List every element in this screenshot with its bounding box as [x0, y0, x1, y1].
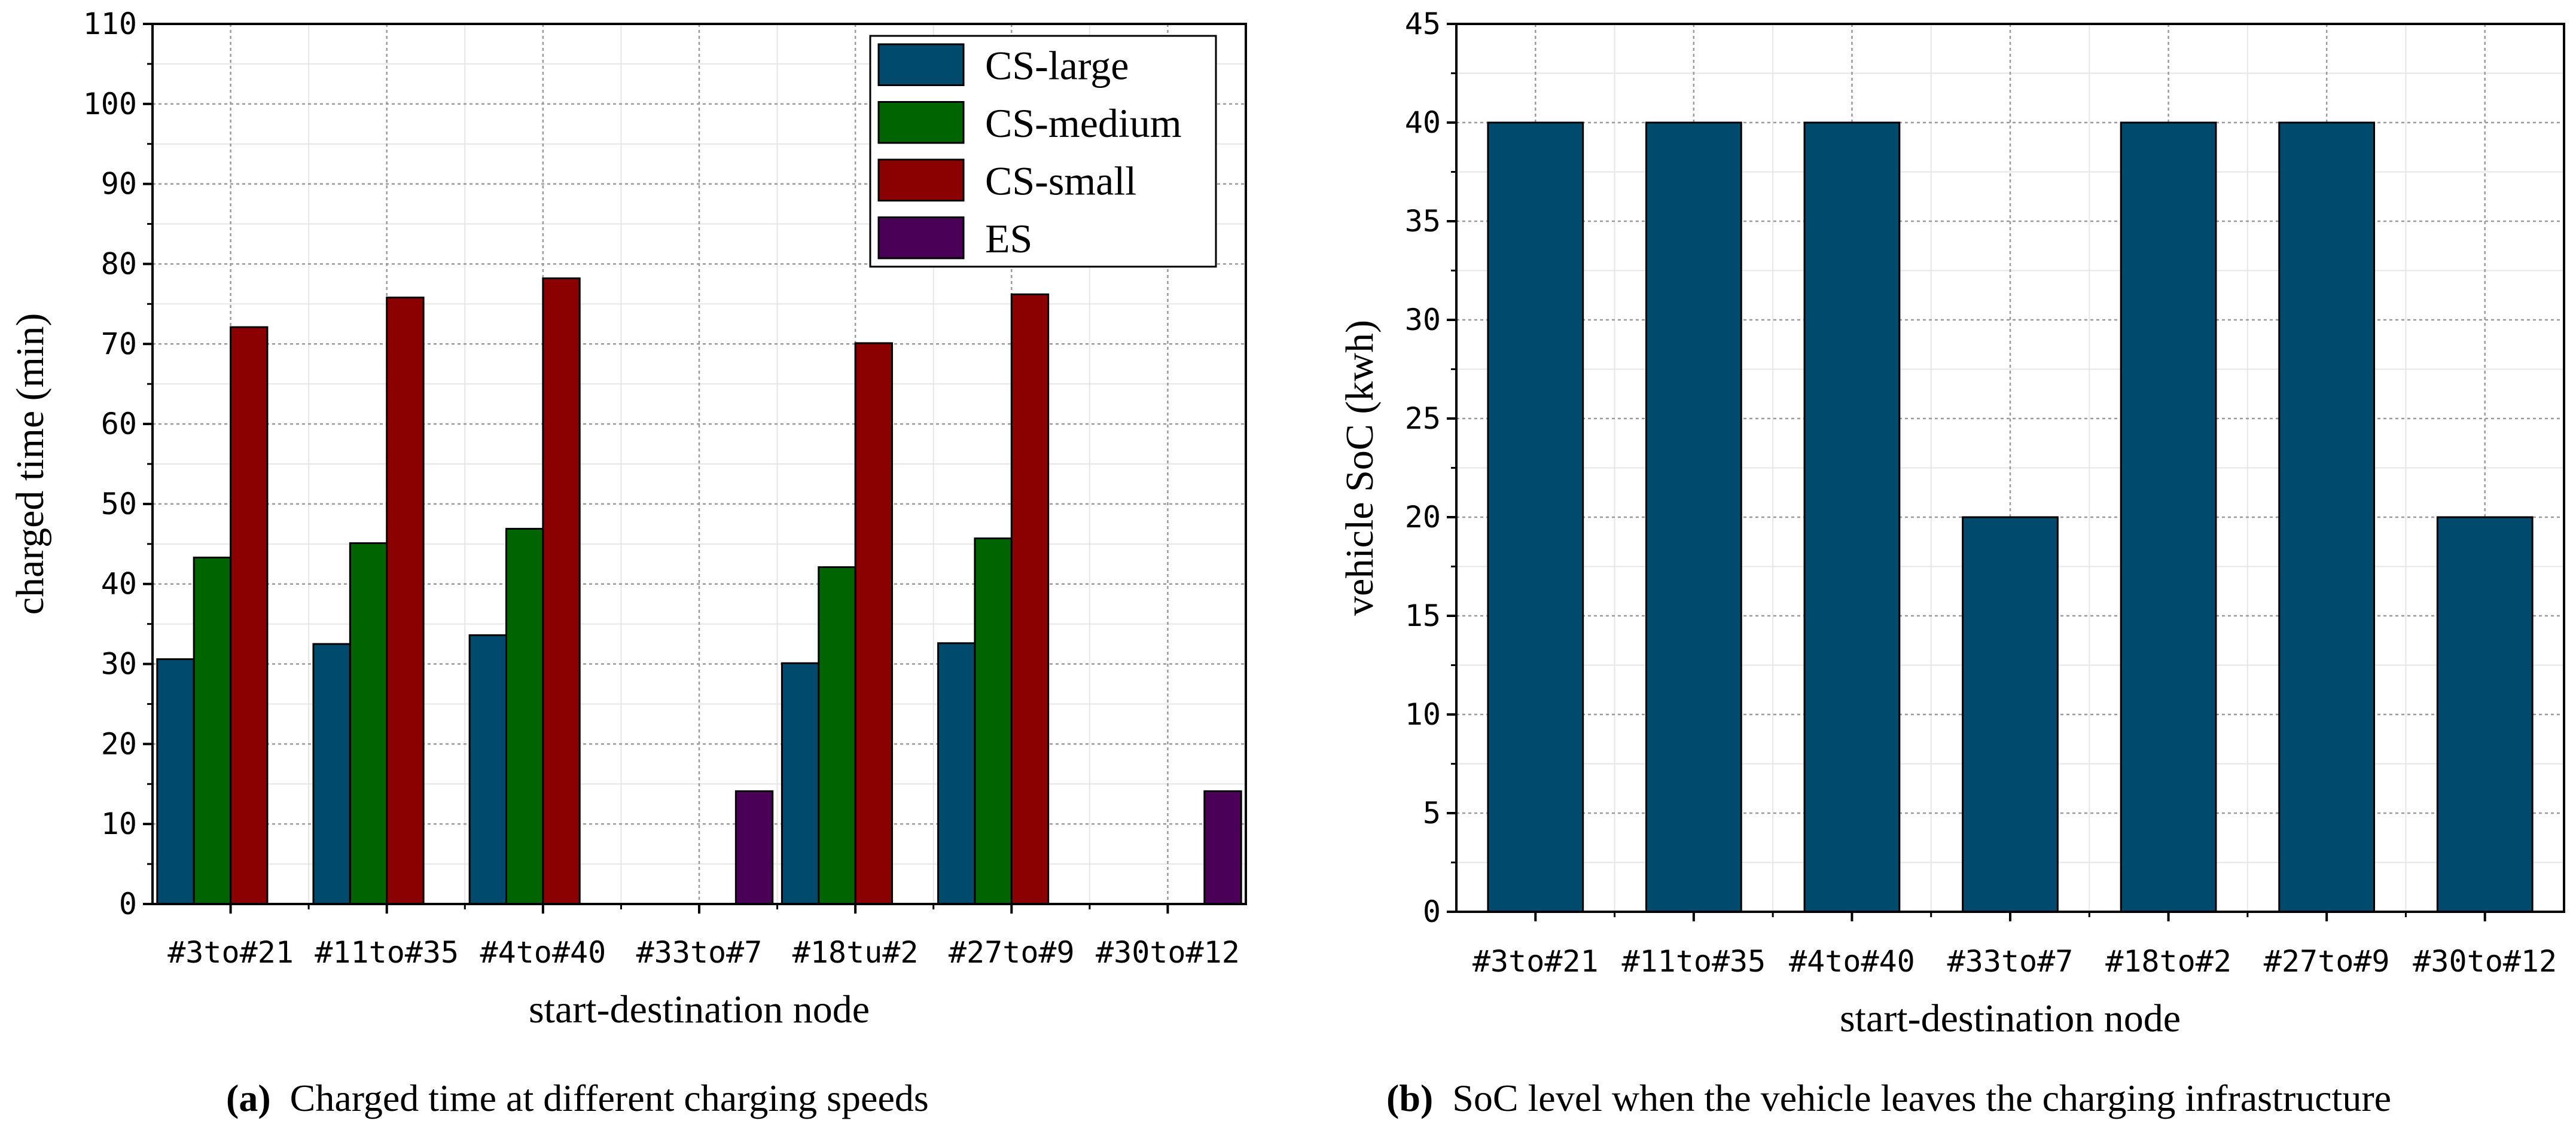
y-tick-label: 10: [101, 807, 137, 841]
y-tick-label: 70: [101, 326, 137, 361]
chart-a: 0 10 20 30 40 50 60 70 80 90 100 110 #3to#21 #11to#35…: [8, 7, 1247, 1031]
bar-a-CS-small-#3to#21: [230, 326, 269, 905]
bar-a-CS-large-#3to#21: [156, 658, 195, 905]
y-tick-label: 80: [101, 246, 137, 281]
y-tick-label: 110: [83, 7, 137, 41]
bar-b-vehicle SoC-#33to#7: [1962, 516, 2059, 913]
x-tick-label: #33to#7: [636, 935, 763, 970]
legend-label-ES: ES: [985, 216, 1032, 261]
bar-a-ES-#33to#7: [734, 790, 774, 905]
y-tick-label: 40: [101, 567, 137, 601]
bar-a-CS-large-#27to#9: [937, 642, 976, 905]
x-axis: #3to#21 #11to#35 #4to#40 #33to#7 #18tu#2 #27t…: [167, 904, 1240, 970]
legend-swatch-CS-large: [877, 43, 965, 86]
y-tick-label: 10: [1405, 697, 1441, 732]
y-tick-label: 15: [1405, 598, 1441, 633]
bar-a-CS-medium-#27to#9: [974, 537, 1013, 905]
minor-grid: [153, 24, 1246, 904]
x-tick-label: #33to#7: [1947, 944, 2074, 979]
x-tick-label: #4to#40: [480, 935, 606, 970]
bar-b-vehicle SoC-#27to#9: [2278, 121, 2376, 913]
y-axis: 0 5 10 15 20 25 30 35 40 45: [1405, 7, 1456, 929]
y-tick-label: 35: [1405, 204, 1441, 239]
y-axis-title: vehicle SoC (kwh): [1338, 320, 1382, 616]
x-tick-label: #30to#12: [2413, 944, 2557, 979]
x-tick-label: #3to#21: [1473, 944, 1599, 979]
legend-swatch-CS-small: [877, 158, 965, 201]
bar-a-CS-small-#18tu#2: [854, 342, 894, 905]
minor-grid: [1456, 24, 2564, 912]
y-tick-label: 30: [101, 647, 137, 682]
bar-b-vehicle SoC-#11to#35: [1645, 121, 1742, 913]
y-tick-label: 40: [1405, 105, 1441, 140]
legend-label-CS-medium: CS-medium: [985, 100, 1182, 146]
bars: [1487, 121, 2534, 913]
y-tick-label: 0: [1423, 894, 1441, 929]
bar-a-CS-large-#4to#40: [468, 634, 507, 905]
x-tick-label: #4to#40: [1789, 944, 1915, 979]
bar-a-ES-#30to#12: [1203, 790, 1242, 905]
bar-b-vehicle SoC-#3to#21: [1487, 121, 1584, 913]
y-tick-label: 30: [1405, 303, 1441, 337]
bar-b-vehicle SoC-#30to#12: [2436, 516, 2534, 913]
bar-b-vehicle SoC-#18to#2: [2120, 121, 2217, 913]
bar-a-CS-medium-#18tu#2: [818, 566, 856, 905]
y-tick-label: 25: [1405, 401, 1441, 436]
legend: CS-large CS-medium CS-small ES: [869, 35, 1217, 268]
x-tick-label: #27to#9: [2264, 944, 2390, 979]
caption-a: (a) Charged time at different charging s…: [226, 1076, 929, 1120]
caption-b-text: SoC level when the vehicle leaves the ch…: [1452, 1077, 2392, 1119]
x-axis-title: start-destination node: [1840, 997, 2181, 1040]
caption-a-letter: (a): [226, 1077, 271, 1119]
y-tick-label: 5: [1423, 796, 1441, 830]
caption-b: (b) SoC level when the vehicle leaves th…: [1386, 1076, 2391, 1120]
y-axis-title: charged time (min): [8, 313, 52, 615]
bar-a-CS-small-#11to#35: [386, 297, 425, 905]
chart-b: 0 5 10 15 20 25 30 35 40 45 #3to#21 #11to#35 #4to#40…: [1338, 7, 2565, 1040]
y-tick-label: 0: [119, 887, 137, 921]
bar-a-CS-large-#11to#35: [312, 643, 351, 905]
bar-a-CS-large-#18tu#2: [781, 662, 820, 905]
y-tick-label: 20: [101, 726, 137, 761]
x-tick-label: #3to#21: [167, 935, 294, 970]
caption-b-letter: (b): [1386, 1077, 1434, 1119]
legend-label-CS-large: CS-large: [985, 42, 1129, 88]
caption-a-text: Charged time at different charging speed…: [289, 1077, 929, 1119]
x-tick-label: #11to#35: [1621, 944, 1766, 979]
bar-b-vehicle SoC-#4to#40: [1803, 121, 1901, 913]
legend-swatch-ES: [877, 216, 965, 259]
bar-a-CS-medium-#11to#35: [349, 542, 388, 905]
legend-swatch-CS-medium: [877, 101, 965, 144]
y-tick-label: 45: [1405, 7, 1441, 41]
x-tick-label: #27to#9: [949, 935, 1075, 970]
x-tick-label: #11to#35: [315, 935, 459, 970]
bar-a-CS-small-#4to#40: [542, 277, 581, 905]
y-tick-label: 90: [101, 167, 137, 201]
bar-a-CS-medium-#3to#21: [193, 557, 232, 905]
y-tick-label: 20: [1405, 500, 1441, 535]
x-axis-title: start-destination node: [529, 988, 870, 1031]
x-tick-label: #18to#2: [2105, 944, 2231, 979]
bar-a-CS-medium-#4to#40: [505, 527, 544, 905]
y-tick-label: 100: [83, 87, 137, 121]
y-tick-label: 60: [101, 407, 137, 441]
y-axis: 0 10 20 30 40 50 60 70 80 90 100 110: [83, 7, 153, 921]
x-tick-label: #18tu#2: [792, 935, 919, 970]
bar-a-CS-small-#27to#9: [1010, 293, 1050, 905]
x-tick-label: #30to#12: [1096, 935, 1240, 970]
y-tick-label: 50: [101, 487, 137, 521]
legend-label-CS-small: CS-small: [985, 158, 1136, 203]
x-axis: #3to#21 #11to#35 #4to#40 #33to#7 #18to#2 #27t…: [1473, 912, 2557, 979]
